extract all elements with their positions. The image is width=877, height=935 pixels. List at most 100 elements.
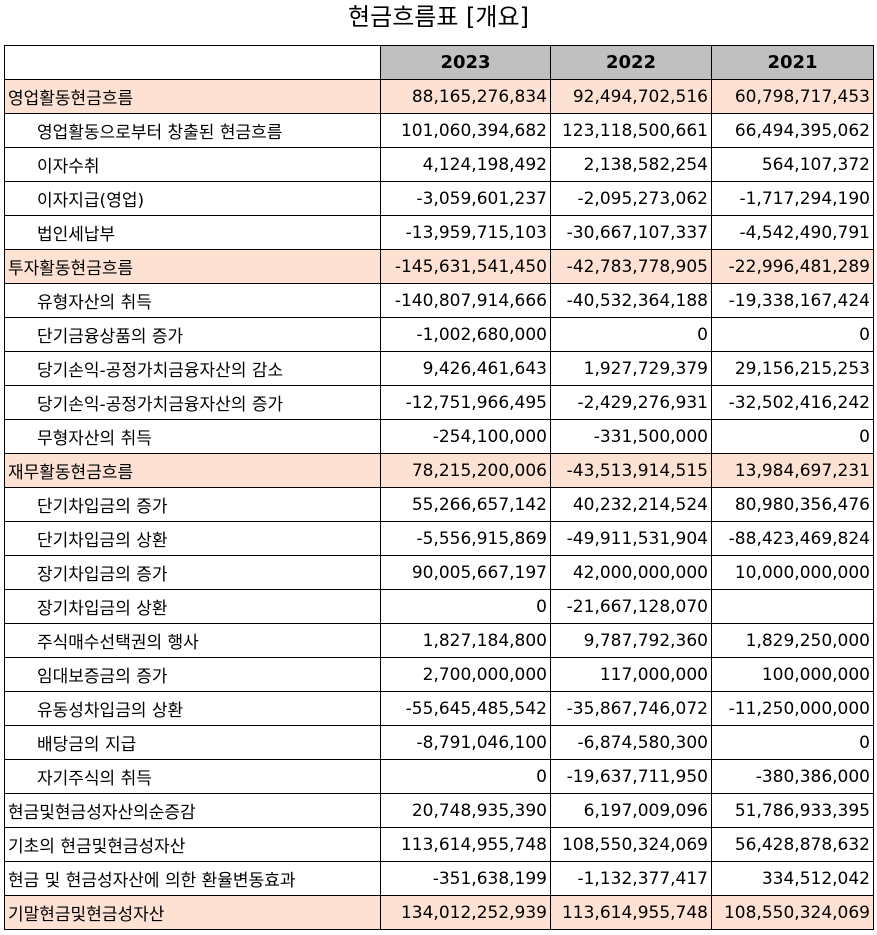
table-row: 주식매수선택권의 행사 1,827,184,800 9,787,792,360 1,8… xyxy=(4,623,874,658)
table-row: 법인세납부 -13,959,715,103 -30,667,107,337 -4,54… xyxy=(4,215,874,250)
table-row: 단기차입금의 증가 55,266,657,142 40,232,214,524 80,… xyxy=(4,487,874,522)
value-cell: 4,124,198,492 xyxy=(380,147,551,182)
column-header: 2022 xyxy=(550,45,712,80)
table-row: 유형자산의 취득 -140,807,914,666 -40,532,364,188-… xyxy=(4,283,874,318)
row-label: 기초의 현금및현금성자산 xyxy=(4,827,381,862)
row-label: 단기차입금의 상환 xyxy=(4,521,381,556)
table-row: 자기주식의 취득 0 -19,637,711,950 -380,386,000 xyxy=(4,759,874,794)
value-cell: 9,426,461,643 xyxy=(380,351,551,386)
table-row: 유동성차입금의 상환 -55,645,485,542 -35,867,746,072… xyxy=(4,691,874,726)
table-row: 기말현금및현금성자산 134,012,252,939 113,614,955,748… xyxy=(4,895,874,930)
value-cell: 56,428,878,632 xyxy=(711,827,874,862)
row-label: 영업활동현금흐름 xyxy=(4,79,381,114)
value-cell: 0 xyxy=(711,317,874,352)
value-cell: -6,874,580,300 xyxy=(550,725,712,760)
table-row: 기초의 현금및현금성자산 113,614,955,748 108,550,324,0… xyxy=(4,827,874,862)
value-cell: 20,748,935,390 xyxy=(380,793,551,828)
value-cell: -1,132,377,417 xyxy=(550,861,712,896)
table-body: 영업활동현금흐름 88,165,276,834 92,494,702,516 60,7… xyxy=(4,79,874,930)
value-cell xyxy=(711,589,874,624)
value-cell: -19,637,711,950 xyxy=(550,759,712,794)
row-label: 장기차입금의 증가 xyxy=(4,555,381,590)
value-cell: 40,232,214,524 xyxy=(550,487,712,522)
value-cell: -42,783,778,905 xyxy=(550,249,712,284)
row-label: 영업활동으로부터 창출된 현금흐름 xyxy=(4,113,381,148)
table-row: 현금및현금성자산의순증감 20,748,935,390 6,197,009,096 5… xyxy=(4,793,874,828)
value-cell: 92,494,702,516 xyxy=(550,79,712,114)
value-cell: -35,867,746,072 xyxy=(550,691,712,726)
row-label: 현금 및 현금성자산에 의한 환율변동효과 xyxy=(4,861,381,896)
row-label: 주식매수선택권의 행사 xyxy=(4,623,381,658)
column-header: 2023 xyxy=(380,45,551,80)
table-row: 장기차입금의 증가 90,005,667,197 42,000,000,000 10,… xyxy=(4,555,874,590)
value-cell: -88,423,469,824 xyxy=(711,521,874,556)
value-cell: -380,386,000 xyxy=(711,759,874,794)
value-cell: -351,638,199 xyxy=(380,861,551,896)
value-cell: -254,100,000 xyxy=(380,419,551,454)
value-cell: -32,502,416,242 xyxy=(711,385,874,420)
table-row: 장기차입금의 상환 0 -21,667,128,070 xyxy=(4,589,874,624)
row-label: 장기차입금의 상환 xyxy=(4,589,381,624)
table-row: 이자지급(영업) -3,059,601,237 -2,095,273,062 -1,7… xyxy=(4,181,874,216)
row-label: 단기차입금의 증가 xyxy=(4,487,381,522)
row-label: 당기손익-공정가치금융자산의 증가 xyxy=(4,385,381,420)
row-label: 유형자산의 취득 xyxy=(4,283,381,318)
value-cell: -140,807,914,666 xyxy=(380,283,551,318)
row-label: 배당금의 지급 xyxy=(4,725,381,760)
table-row: 현금 및 현금성자산에 의한 환율변동효과 -351,638,199 -1,132,… xyxy=(4,861,874,896)
table-row: 임대보증금의 증가 2,700,000,000 117,000,000 100,000… xyxy=(4,657,874,692)
value-cell: 113,614,955,748 xyxy=(550,895,712,930)
value-cell: -2,429,276,931 xyxy=(550,385,712,420)
row-label: 법인세납부 xyxy=(4,215,381,250)
row-label: 투자활동현금흐름 xyxy=(4,249,381,284)
row-label: 단기금융상품의 증가 xyxy=(4,317,381,352)
value-cell: 123,118,500,661 xyxy=(550,113,712,148)
value-cell: -8,791,046,100 xyxy=(380,725,551,760)
value-cell: 42,000,000,000 xyxy=(550,555,712,590)
value-cell: 80,980,356,476 xyxy=(711,487,874,522)
value-cell: -331,500,000 xyxy=(550,419,712,454)
value-cell: -1,717,294,190 xyxy=(711,181,874,216)
value-cell: 0 xyxy=(380,589,551,624)
value-cell: 0 xyxy=(711,725,874,760)
value-cell: -55,645,485,542 xyxy=(380,691,551,726)
value-cell: 55,266,657,142 xyxy=(380,487,551,522)
value-cell: 10,000,000,000 xyxy=(711,555,874,590)
value-cell: 101,060,394,682 xyxy=(380,113,551,148)
row-label: 무형자산의 취득 xyxy=(4,419,381,454)
row-label: 현금및현금성자산의순증감 xyxy=(4,793,381,828)
value-cell: -3,059,601,237 xyxy=(380,181,551,216)
value-cell: 113,614,955,748 xyxy=(380,827,551,862)
value-cell: -13,959,715,103 xyxy=(380,215,551,250)
table-row: 재무활동현금흐름 78,215,200,006 -43,513,914,515 13,… xyxy=(4,453,874,488)
value-cell: 2,138,582,254 xyxy=(550,147,712,182)
table-row: 당기손익-공정가치금융자산의 증가 -12,751,966,495 -2,429,2… xyxy=(4,385,874,420)
value-cell: 0 xyxy=(380,759,551,794)
table-row: 무형자산의 취득 -254,100,000 -331,500,000 0 xyxy=(4,419,874,454)
value-cell: -2,095,273,062 xyxy=(550,181,712,216)
table-row: 단기차입금의 상환 -5,556,915,869 -49,911,531,904 -8… xyxy=(4,521,874,556)
value-cell: -5,556,915,869 xyxy=(380,521,551,556)
value-cell: 108,550,324,069 xyxy=(711,895,874,930)
value-cell: 134,012,252,939 xyxy=(380,895,551,930)
value-cell: -30,667,107,337 xyxy=(550,215,712,250)
value-cell: 2,700,000,000 xyxy=(380,657,551,692)
row-label: 당기손익-공정가치금융자산의 감소 xyxy=(4,351,381,386)
value-cell: 1,927,729,379 xyxy=(550,351,712,386)
table-row: 이자수취 4,124,198,492 2,138,582,254 564,107,37… xyxy=(4,147,874,182)
value-cell: 1,829,250,000 xyxy=(711,623,874,658)
value-cell: -4,542,490,791 xyxy=(711,215,874,250)
value-cell: -145,631,541,450 xyxy=(380,249,551,284)
value-cell: 1,827,184,800 xyxy=(380,623,551,658)
value-cell: 13,984,697,231 xyxy=(711,453,874,488)
table-row: 영업활동현금흐름 88,165,276,834 92,494,702,516 60,7… xyxy=(4,79,874,114)
table-row: 단기금융상품의 증가 -1,002,680,000 0 0 xyxy=(4,317,874,352)
table-row: 당기손익-공정가치금융자산의 감소 9,426,461,643 1,927,729,… xyxy=(4,351,874,386)
value-cell: 29,156,215,253 xyxy=(711,351,874,386)
value-cell: 9,787,792,360 xyxy=(550,623,712,658)
page-title: 현금흐름표 [개요] xyxy=(348,3,529,31)
row-label: 자기주식의 취득 xyxy=(4,759,381,794)
value-cell: -43,513,914,515 xyxy=(550,453,712,488)
table-row: 투자활동현금흐름 -145,631,541,450 -42,783,778,905-… xyxy=(4,249,874,284)
row-label: 재무활동현금흐름 xyxy=(4,453,381,488)
